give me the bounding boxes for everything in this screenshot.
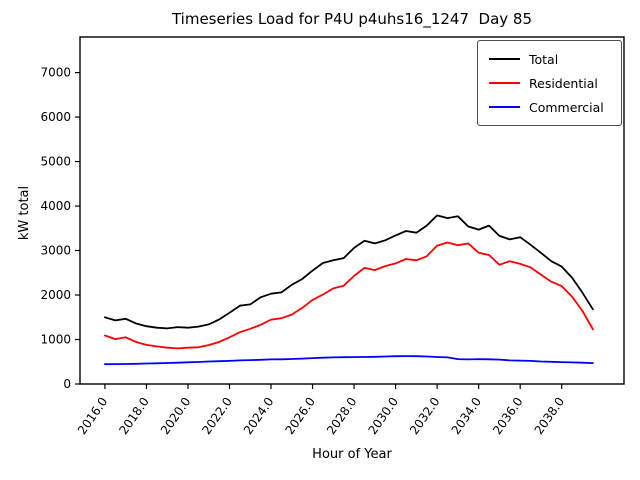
legend-item-commercial: Commercial <box>489 95 610 119</box>
legend-label-total: Total <box>529 51 559 67</box>
chart-title: Timeseries Load for P4U p4uhs16_1247 Day… <box>171 10 533 28</box>
x-tick-label: 2022.0 <box>199 395 235 437</box>
y-tick-label: 5000 <box>40 155 71 169</box>
x-tick-label: 2030.0 <box>366 395 402 437</box>
y-tick-label: 1000 <box>40 333 71 347</box>
legend-item-total: Total <box>489 47 610 71</box>
series-line-residential <box>104 241 594 350</box>
x-tick-label: 2038.0 <box>532 395 568 437</box>
x-tick-label: 2036.0 <box>490 395 526 437</box>
y-tick-label: 6000 <box>40 110 71 124</box>
series-line-total <box>104 214 594 330</box>
legend-line-swatch-total <box>489 58 520 60</box>
y-tick-label: 3000 <box>40 244 71 258</box>
legend-label-residential: Residential <box>529 75 598 91</box>
legend: Total Residential Commercial <box>477 40 622 126</box>
y-tick-label: 4000 <box>40 199 71 213</box>
x-tick-label: 2028.0 <box>324 395 360 437</box>
plot-frame <box>79 36 625 385</box>
x-tick-label: 2034.0 <box>449 395 485 437</box>
x-tick-label: 2016.0 <box>75 395 111 437</box>
y-tick-label: 7000 <box>40 66 71 80</box>
legend-label-commercial: Commercial <box>529 99 604 115</box>
y-tick-label: 0 <box>63 377 71 391</box>
x-tick-label: 2018.0 <box>116 395 152 437</box>
legend-line-swatch-commercial <box>489 106 520 108</box>
series-line-commercial <box>104 355 594 366</box>
x-tick-label: 2026.0 <box>282 395 318 437</box>
legend-item-residential: Residential <box>489 71 610 95</box>
x-tick-label: 2032.0 <box>407 395 443 437</box>
x-tick-label: 2020.0 <box>158 395 194 437</box>
legend-line-swatch-residential <box>489 82 520 84</box>
x-axis-label: Hour of Year <box>312 447 392 462</box>
y-tick-label: 2000 <box>40 288 71 302</box>
x-tick-label: 2024.0 <box>241 395 277 437</box>
